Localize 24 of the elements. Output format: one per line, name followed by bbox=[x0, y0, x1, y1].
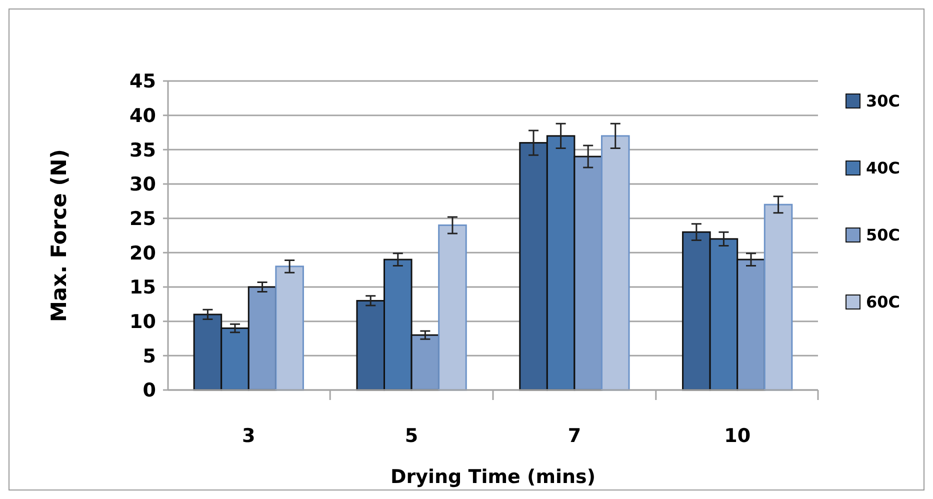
legend-label: 40C bbox=[866, 158, 900, 178]
x-tick-label: 3 bbox=[242, 425, 256, 447]
y-tick-label: 15 bbox=[130, 276, 156, 299]
legend-label: 30C bbox=[866, 92, 900, 111]
x-tick-label: 7 bbox=[568, 425, 582, 447]
y-tick-label: 30 bbox=[130, 174, 156, 196]
y-tick-label: 45 bbox=[130, 70, 156, 93]
bar bbox=[438, 224, 467, 391]
y-tick-label: 25 bbox=[130, 208, 156, 230]
y-tick-label: 5 bbox=[142, 345, 156, 368]
bar bbox=[764, 204, 793, 391]
legend-label: 50C bbox=[866, 226, 900, 245]
y-tick-label: 35 bbox=[130, 139, 156, 162]
x-tick-label: 10 bbox=[724, 425, 751, 447]
bar bbox=[275, 266, 304, 391]
y-axis-title: Max. Force (N) bbox=[47, 149, 71, 322]
y-tick-label: 10 bbox=[130, 310, 156, 333]
y-tick-label: 20 bbox=[130, 242, 156, 264]
y-tick-label: 40 bbox=[130, 104, 156, 127]
bar bbox=[600, 135, 630, 391]
x-tick-label: 5 bbox=[404, 425, 418, 447]
x-axis-title: Drying Time (mins) bbox=[390, 466, 596, 488]
legend-label: 60C bbox=[866, 292, 900, 312]
y-tick-label: 0 bbox=[142, 380, 156, 402]
